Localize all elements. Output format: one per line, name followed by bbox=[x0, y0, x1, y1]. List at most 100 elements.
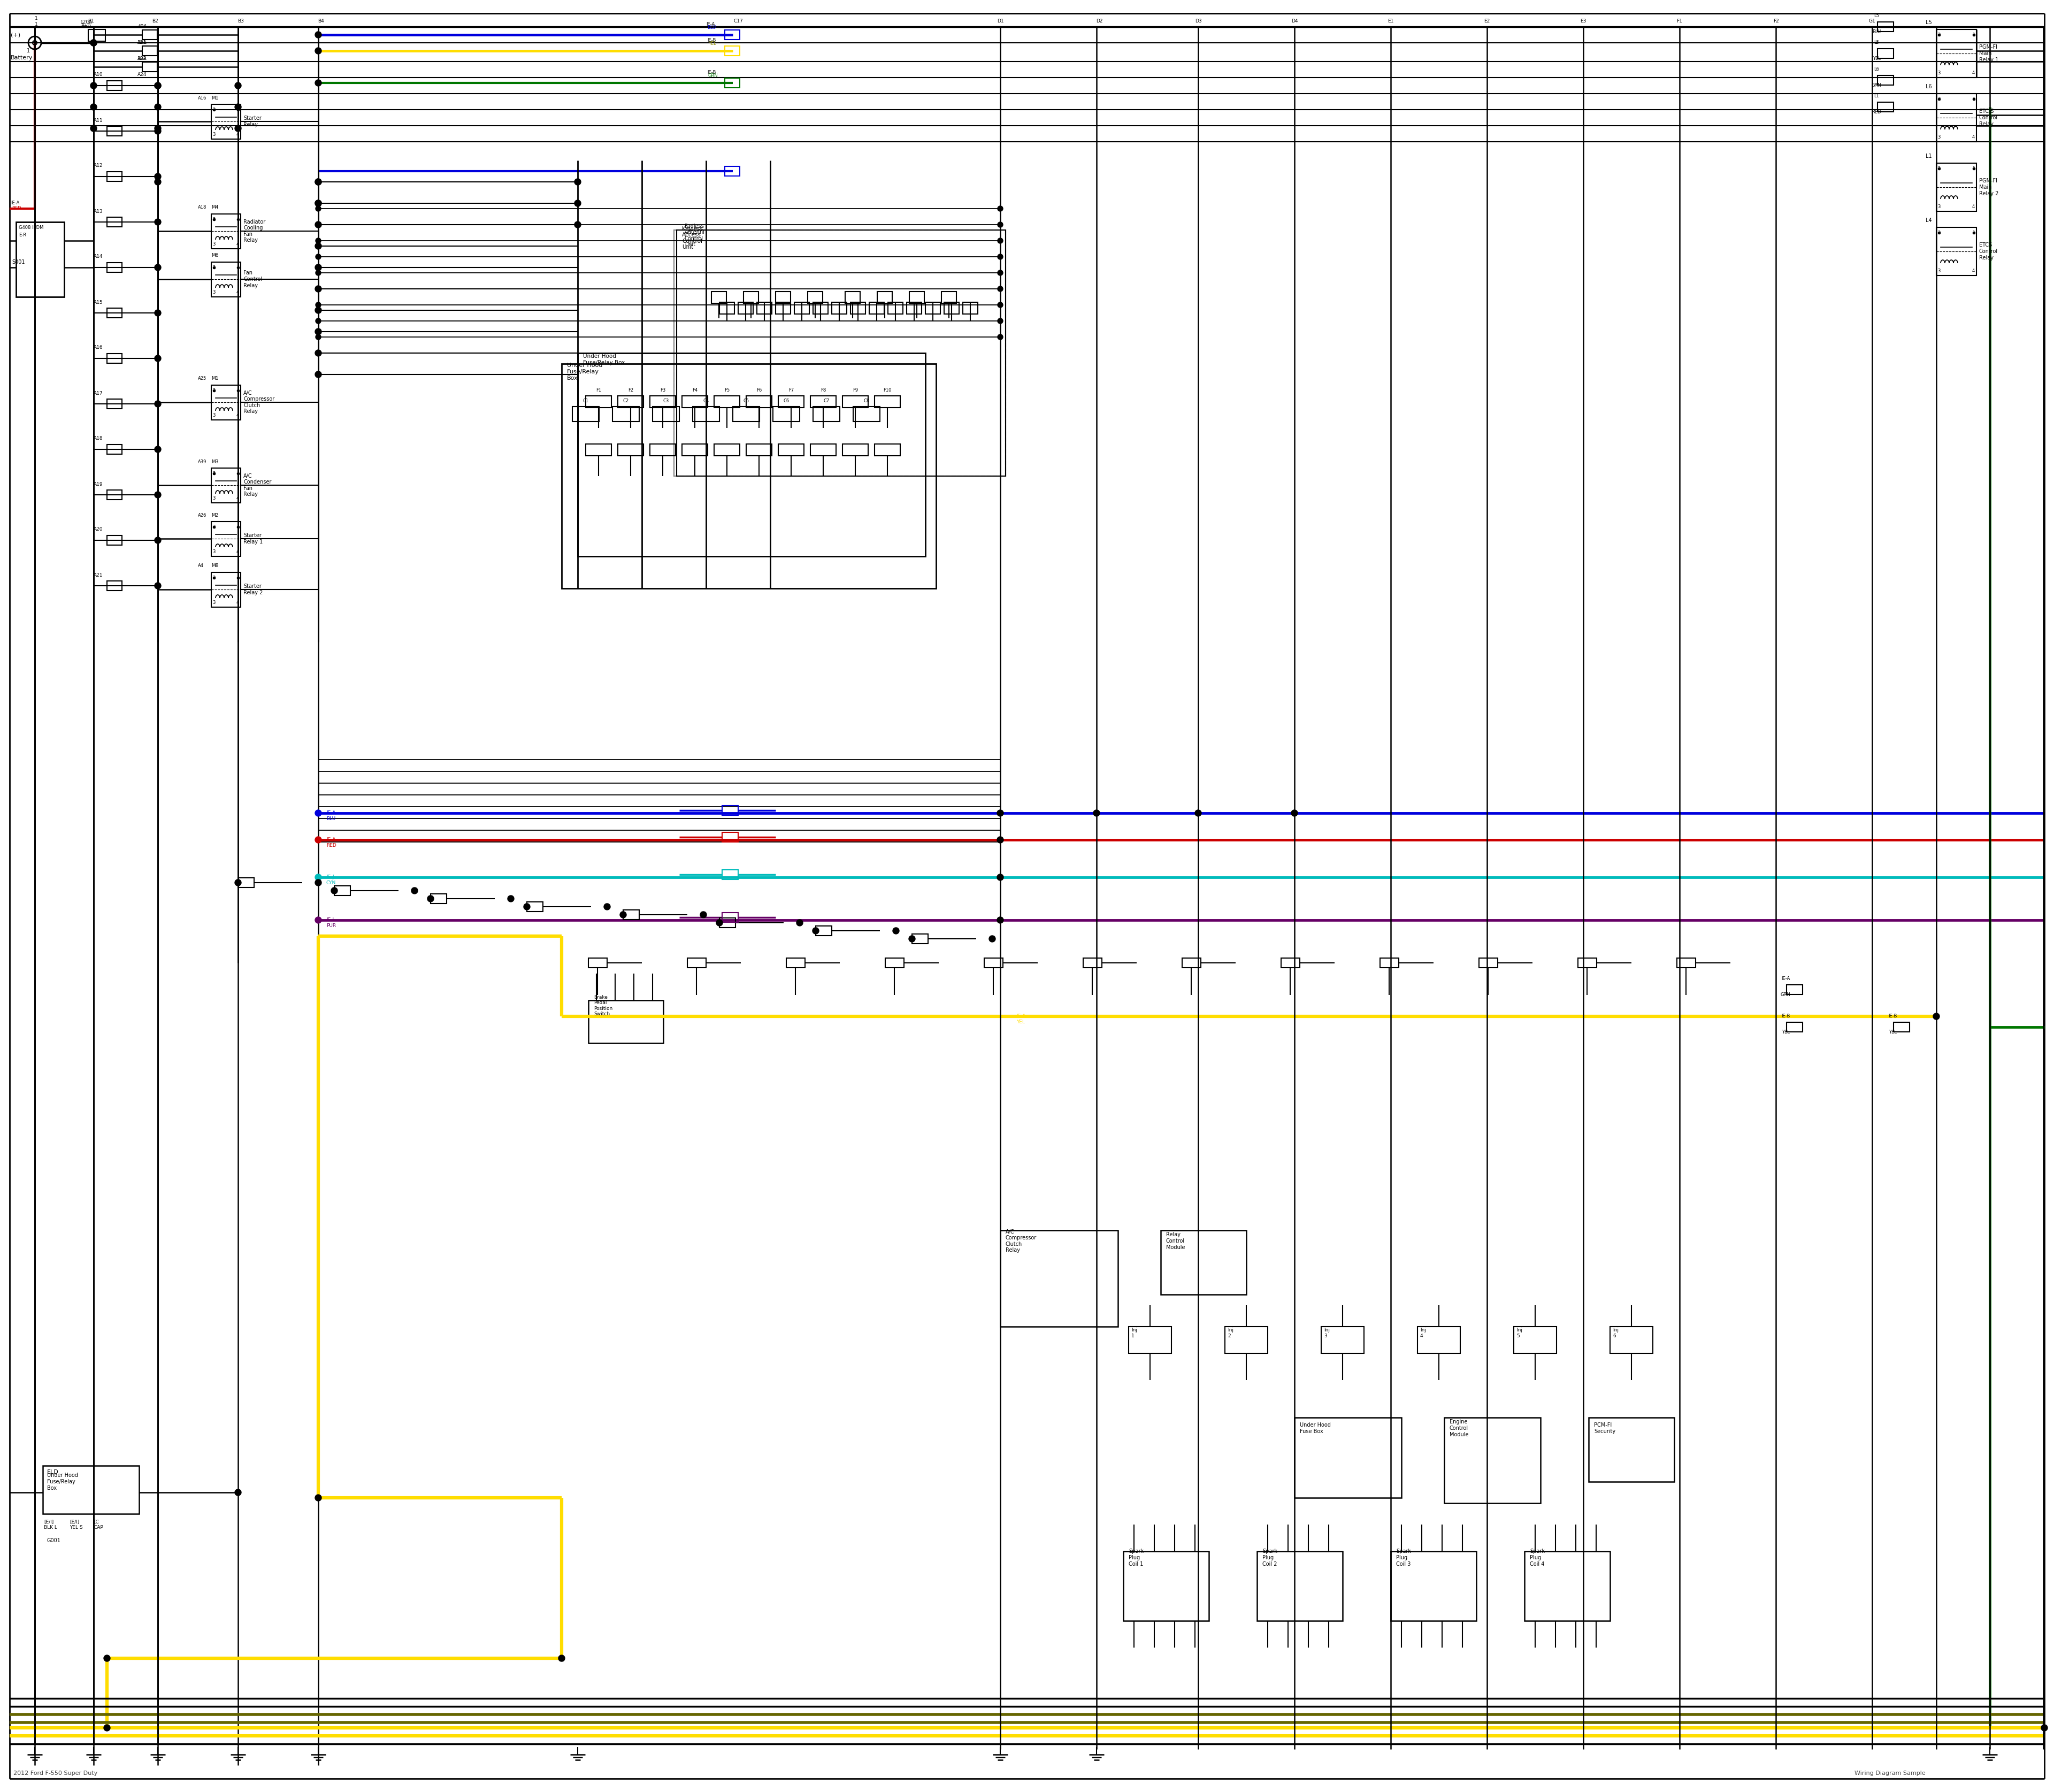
Text: Keyless
Access
Control
Unit: Keyless Access Control Unit bbox=[682, 226, 702, 251]
Bar bbox=[142, 63, 158, 72]
Bar bbox=[107, 125, 121, 136]
Bar bbox=[875, 396, 900, 407]
Bar bbox=[88, 29, 105, 41]
Bar bbox=[618, 444, 643, 455]
Text: IE-A: IE-A bbox=[1781, 977, 1789, 982]
Text: A4: A4 bbox=[197, 563, 203, 568]
Circle shape bbox=[154, 219, 160, 226]
Text: C5: C5 bbox=[744, 400, 750, 403]
Circle shape bbox=[998, 254, 1002, 260]
Circle shape bbox=[314, 48, 322, 54]
Bar bbox=[725, 47, 739, 56]
Circle shape bbox=[154, 82, 160, 90]
Text: B3: B3 bbox=[238, 20, 244, 23]
Bar bbox=[107, 489, 121, 500]
Text: L1: L1 bbox=[1927, 154, 1933, 159]
Text: 3: 3 bbox=[212, 133, 216, 136]
Circle shape bbox=[998, 319, 1002, 324]
Text: 2: 2 bbox=[1937, 167, 1941, 172]
Text: Inj
5: Inj 5 bbox=[1516, 1328, 1522, 1339]
Text: L5: L5 bbox=[1927, 20, 1933, 25]
Bar bbox=[238, 878, 255, 887]
Bar bbox=[795, 303, 809, 314]
Circle shape bbox=[314, 810, 322, 817]
Text: RED: RED bbox=[1871, 109, 1881, 115]
Bar bbox=[107, 217, 121, 228]
Bar bbox=[674, 229, 1006, 477]
Text: 4: 4 bbox=[236, 496, 238, 500]
Circle shape bbox=[314, 201, 322, 206]
Circle shape bbox=[154, 401, 160, 407]
Text: Spark
Plug
Coil 1: Spark Plug Coil 1 bbox=[1128, 1548, 1144, 1566]
Bar bbox=[692, 407, 719, 421]
Text: [C
CAP: [C CAP bbox=[94, 1520, 103, 1530]
Circle shape bbox=[314, 371, 322, 378]
Text: A26: A26 bbox=[197, 513, 207, 518]
Text: 2: 2 bbox=[212, 108, 216, 113]
Bar bbox=[573, 407, 600, 421]
Circle shape bbox=[154, 491, 160, 498]
Bar bbox=[1524, 1552, 1610, 1620]
Text: RED: RED bbox=[12, 206, 21, 211]
Text: (+): (+) bbox=[10, 32, 21, 38]
Text: 1: 1 bbox=[1972, 32, 1976, 38]
Bar bbox=[756, 303, 772, 314]
Text: M1: M1 bbox=[212, 95, 218, 100]
Text: IE-J
CYN: IE-J CYN bbox=[327, 874, 337, 885]
Bar bbox=[778, 396, 803, 407]
Bar bbox=[887, 303, 904, 314]
Text: 1: 1 bbox=[236, 389, 238, 392]
Text: IE-B: IE-B bbox=[707, 38, 717, 43]
Text: 2: 2 bbox=[212, 575, 216, 581]
Bar bbox=[719, 918, 735, 928]
Text: 1: 1 bbox=[27, 48, 31, 54]
Circle shape bbox=[314, 837, 322, 842]
Bar bbox=[1479, 959, 1497, 968]
Text: C17: C17 bbox=[733, 20, 744, 23]
Circle shape bbox=[314, 244, 322, 249]
Bar bbox=[1444, 1417, 1540, 1503]
Text: A/C
Compressor
Clutch
Relay: A/C Compressor Clutch Relay bbox=[242, 391, 275, 414]
Text: BLU: BLU bbox=[1871, 30, 1881, 34]
Text: F4: F4 bbox=[692, 389, 698, 392]
Circle shape bbox=[575, 179, 581, 185]
Text: Fadless
Antenni
Control
Unit: Fadless Antenni Control Unit bbox=[684, 224, 705, 247]
Bar bbox=[926, 303, 941, 314]
Text: Starter
Relay 1: Starter Relay 1 bbox=[242, 532, 263, 545]
Circle shape bbox=[105, 1724, 111, 1731]
Circle shape bbox=[105, 1656, 111, 1661]
Circle shape bbox=[154, 310, 160, 315]
Text: E1: E1 bbox=[1389, 20, 1395, 23]
Text: B2: B2 bbox=[152, 20, 158, 23]
Text: GRN: GRN bbox=[1871, 82, 1881, 88]
Bar bbox=[963, 303, 978, 314]
Bar bbox=[107, 308, 121, 317]
Bar bbox=[723, 806, 737, 815]
Text: 4: 4 bbox=[236, 600, 238, 606]
Bar bbox=[737, 303, 754, 314]
Text: PGM-FI
Main
Relay 2: PGM-FI Main Relay 2 bbox=[1980, 179, 1999, 195]
Text: 2: 2 bbox=[212, 471, 216, 477]
Text: F2: F2 bbox=[629, 389, 633, 392]
Circle shape bbox=[998, 287, 1002, 292]
Bar bbox=[561, 364, 937, 588]
Text: Brake
Pedal
Position
Switch: Brake Pedal Position Switch bbox=[594, 995, 612, 1016]
Circle shape bbox=[998, 271, 1002, 276]
Bar bbox=[723, 869, 737, 880]
Text: F6: F6 bbox=[756, 389, 762, 392]
Text: A24: A24 bbox=[138, 72, 148, 77]
Text: Relay
Control
Module: Relay Control Module bbox=[1167, 1233, 1185, 1249]
Text: 3: 3 bbox=[212, 242, 216, 247]
Bar bbox=[813, 407, 840, 421]
Text: Fan
Control
Relay: Fan Control Relay bbox=[242, 271, 263, 289]
Text: F1: F1 bbox=[1676, 20, 1682, 23]
Text: 2: 2 bbox=[212, 217, 216, 222]
Bar bbox=[212, 572, 240, 607]
Circle shape bbox=[154, 263, 160, 271]
Circle shape bbox=[575, 222, 581, 228]
Text: 4: 4 bbox=[1972, 134, 1976, 140]
Text: A12: A12 bbox=[94, 163, 103, 168]
Circle shape bbox=[314, 179, 322, 185]
Text: Inj
1: Inj 1 bbox=[1132, 1328, 1138, 1339]
Circle shape bbox=[154, 174, 160, 179]
